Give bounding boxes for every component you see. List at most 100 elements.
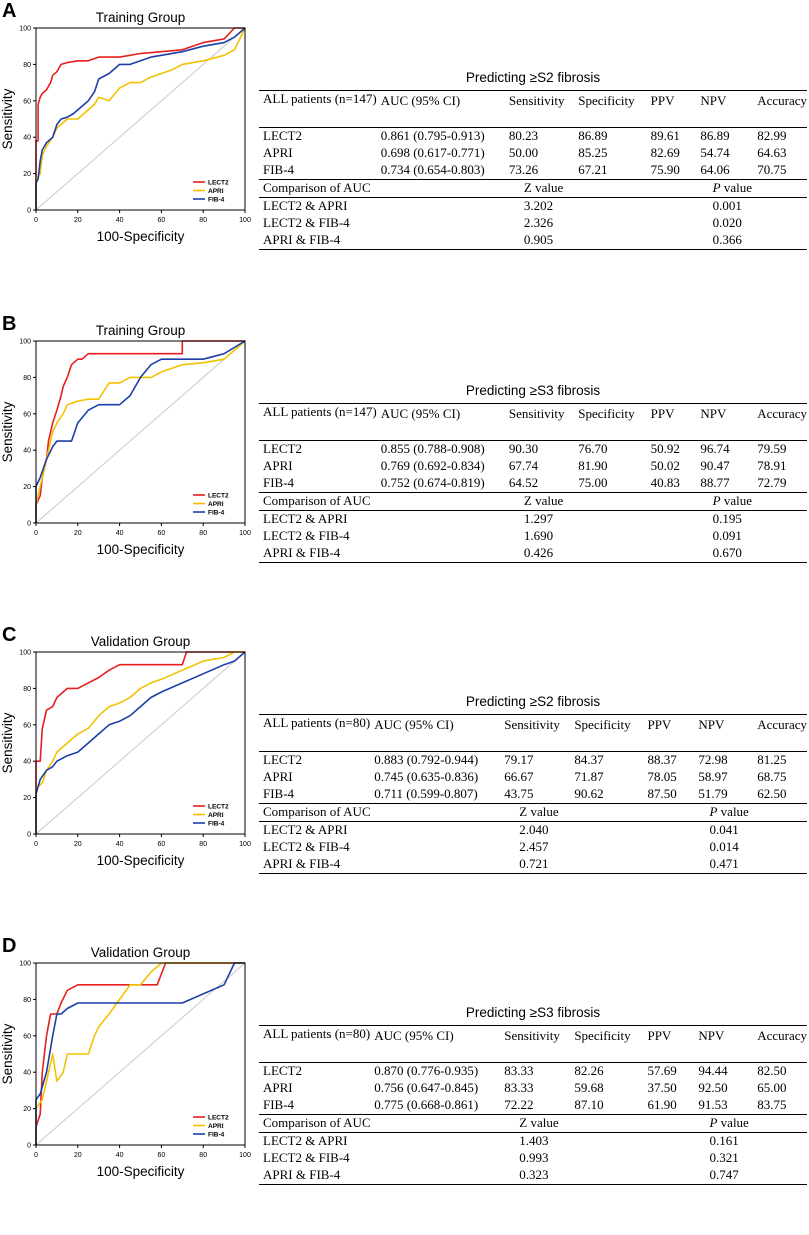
table-cell: LECT2 — [263, 752, 302, 767]
table-header-cell: AUC (95% CI) — [374, 717, 454, 732]
p-value-header: P value — [643, 493, 807, 511]
table-cell: FIB-4 — [263, 475, 295, 490]
table-cell: 65.00 — [757, 1080, 787, 1095]
p-value: 0.670 — [712, 545, 742, 560]
comparison-pair: LECT2 & APRI — [263, 511, 348, 526]
table-cell: 40.83 — [650, 475, 680, 490]
table-header-cell: Sensitivity — [508, 406, 565, 421]
table-cell: 76.70 — [578, 441, 608, 456]
p-value: 0.091 — [712, 528, 742, 543]
comparison-pair: LECT2 & APRI — [263, 198, 348, 213]
panel-d: D Predicting ≥S3 fibrosis ALL patients (n… — [0, 935, 809, 1235]
chart-title: Training Group — [96, 323, 186, 338]
table-cell: 83.75 — [757, 1097, 787, 1112]
y-tick-label: 40 — [23, 448, 31, 455]
legend-label: LECT2 — [208, 179, 229, 186]
x-tick-label: 0 — [34, 530, 38, 537]
y-tick-label: 20 — [23, 795, 31, 802]
p-value: 0.471 — [709, 856, 739, 871]
z-value-header: Z value — [519, 804, 559, 819]
table-header-cell: Accuracy — [757, 93, 807, 108]
y-axis-label: Sensitivity — [0, 712, 15, 773]
table-cell: 94.44 — [698, 1063, 728, 1078]
table-cell: 90.47 — [700, 458, 730, 473]
table-cell: LECT2 — [263, 128, 302, 143]
x-tick-label: 60 — [158, 841, 166, 848]
legend-label: FIB-4 — [208, 509, 225, 516]
table-header-cell: Accuracy — [757, 717, 807, 732]
roc-line-lect2 — [35, 27, 245, 210]
table-cell: 72.98 — [698, 752, 728, 767]
comparison-row: LECT2 & APRI 1.297 0.195 — [259, 511, 807, 529]
table-cell: 83.33 — [504, 1080, 534, 1095]
p-italic: P — [709, 1115, 718, 1130]
table-title: Predicting ≥S2 fibrosis — [465, 694, 601, 709]
legend-label: APRI — [208, 188, 224, 195]
stats-table: ALL patients (n=147) AUC (95% CI) Sensitiv… — [259, 90, 807, 250]
y-tick-label: 0 — [27, 521, 31, 528]
roc-line-fib-4 — [35, 340, 246, 523]
table-cell: 78.05 — [647, 769, 677, 784]
table-cell: 50.00 — [508, 145, 539, 160]
comparison-header-label: Comparison of AUC — [263, 180, 371, 195]
p-value: 0.321 — [709, 1150, 739, 1165]
p-value-suffix: value — [720, 180, 752, 195]
table-cell: 90.62 — [574, 786, 604, 801]
legend-label: LECT2 — [208, 803, 229, 810]
legend-label: FIB-4 — [208, 820, 225, 827]
legend-label: APRI — [208, 812, 224, 819]
reference-diagonal — [35, 340, 246, 524]
y-tick-label: 80 — [23, 62, 31, 69]
y-axis-label: Sensitivity — [0, 88, 15, 149]
x-axis-label: 100-Specificity — [97, 853, 185, 868]
table-cell: 89.61 — [650, 128, 680, 143]
z-value-header: Z value — [523, 180, 564, 195]
table-cell: 90.30 — [508, 441, 539, 456]
comparison-pair: APRI & FIB-4 — [263, 545, 341, 560]
panel-b: B Predicting ≥S3 fibrosis ALL patients (n… — [0, 313, 809, 613]
table-cell: 0.711 (0.599-0.807) — [374, 786, 478, 801]
table-header-cell: ALL patients (n=80) — [263, 715, 371, 730]
x-tick-label: 20 — [74, 217, 82, 224]
table-cell: FIB-4 — [263, 162, 295, 177]
table-cell: 87.50 — [647, 786, 677, 801]
p-value: 0.014 — [709, 839, 739, 854]
p-value-suffix: value — [720, 493, 752, 508]
table-header-cell: Specificity — [574, 1028, 631, 1043]
chart-title: Validation Group — [91, 945, 191, 960]
table-row: LECT2 0.870 (0.776-0.935) 83.33 82.26 57.69 9… — [259, 1063, 807, 1081]
table-header-row: ALL patients (n=80) AUC (95% CI) Sensitivi… — [259, 714, 807, 752]
comparison-row: APRI & FIB-4 0.721 0.471 — [259, 856, 807, 874]
legend-label: FIB-4 — [208, 196, 225, 203]
table-header-cell: Accuracy — [757, 1028, 807, 1043]
p-value: 0.020 — [712, 215, 742, 230]
table-row: APRI 0.769 (0.692-0.834) 67.74 81.90 50.02 90… — [259, 458, 807, 475]
table-cell: LECT2 — [263, 441, 302, 456]
table-header-cell: AUC (95% CI) — [374, 1028, 454, 1043]
plot-frame — [35, 27, 246, 211]
comparison-row: APRI & FIB-4 0.323 0.747 — [259, 1167, 807, 1185]
comparison-row: LECT2 & FIB-4 0.993 0.321 — [259, 1150, 807, 1167]
x-tick-label: 100 — [239, 530, 251, 537]
stats-table: ALL patients (n=147) AUC (95% CI) Sensitiv… — [259, 403, 807, 563]
table-cell: 0.883 (0.792-0.944) — [374, 752, 479, 767]
table-cell: 91.53 — [698, 1097, 728, 1112]
y-axis-label: Sensitivity — [0, 401, 15, 462]
p-value-suffix: value — [717, 804, 749, 819]
table-row: FIB-4 0.734 (0.654-0.803) 73.26 67.21 75.90 6… — [259, 162, 807, 180]
table-header-cell: PPV — [647, 717, 672, 732]
y-tick-label: 20 — [23, 1106, 31, 1113]
table-header-cell: ALL patients (n=147) — [263, 91, 377, 106]
x-tick-label: 0 — [34, 1152, 38, 1159]
p-italic: P — [712, 180, 721, 195]
x-tick-label: 80 — [199, 1152, 207, 1159]
z-value: 2.457 — [519, 839, 549, 854]
y-tick-label: 80 — [23, 997, 31, 1004]
table-cell: LECT2 — [263, 1063, 302, 1078]
x-tick-label: 40 — [116, 1152, 124, 1159]
table-cell: 37.50 — [647, 1080, 677, 1095]
y-tick-label: 100 — [19, 961, 31, 968]
table-cell: 73.26 — [508, 162, 539, 177]
panel-a: A Predicting ≥S2 fibrosis ALL patients (n… — [0, 0, 809, 300]
